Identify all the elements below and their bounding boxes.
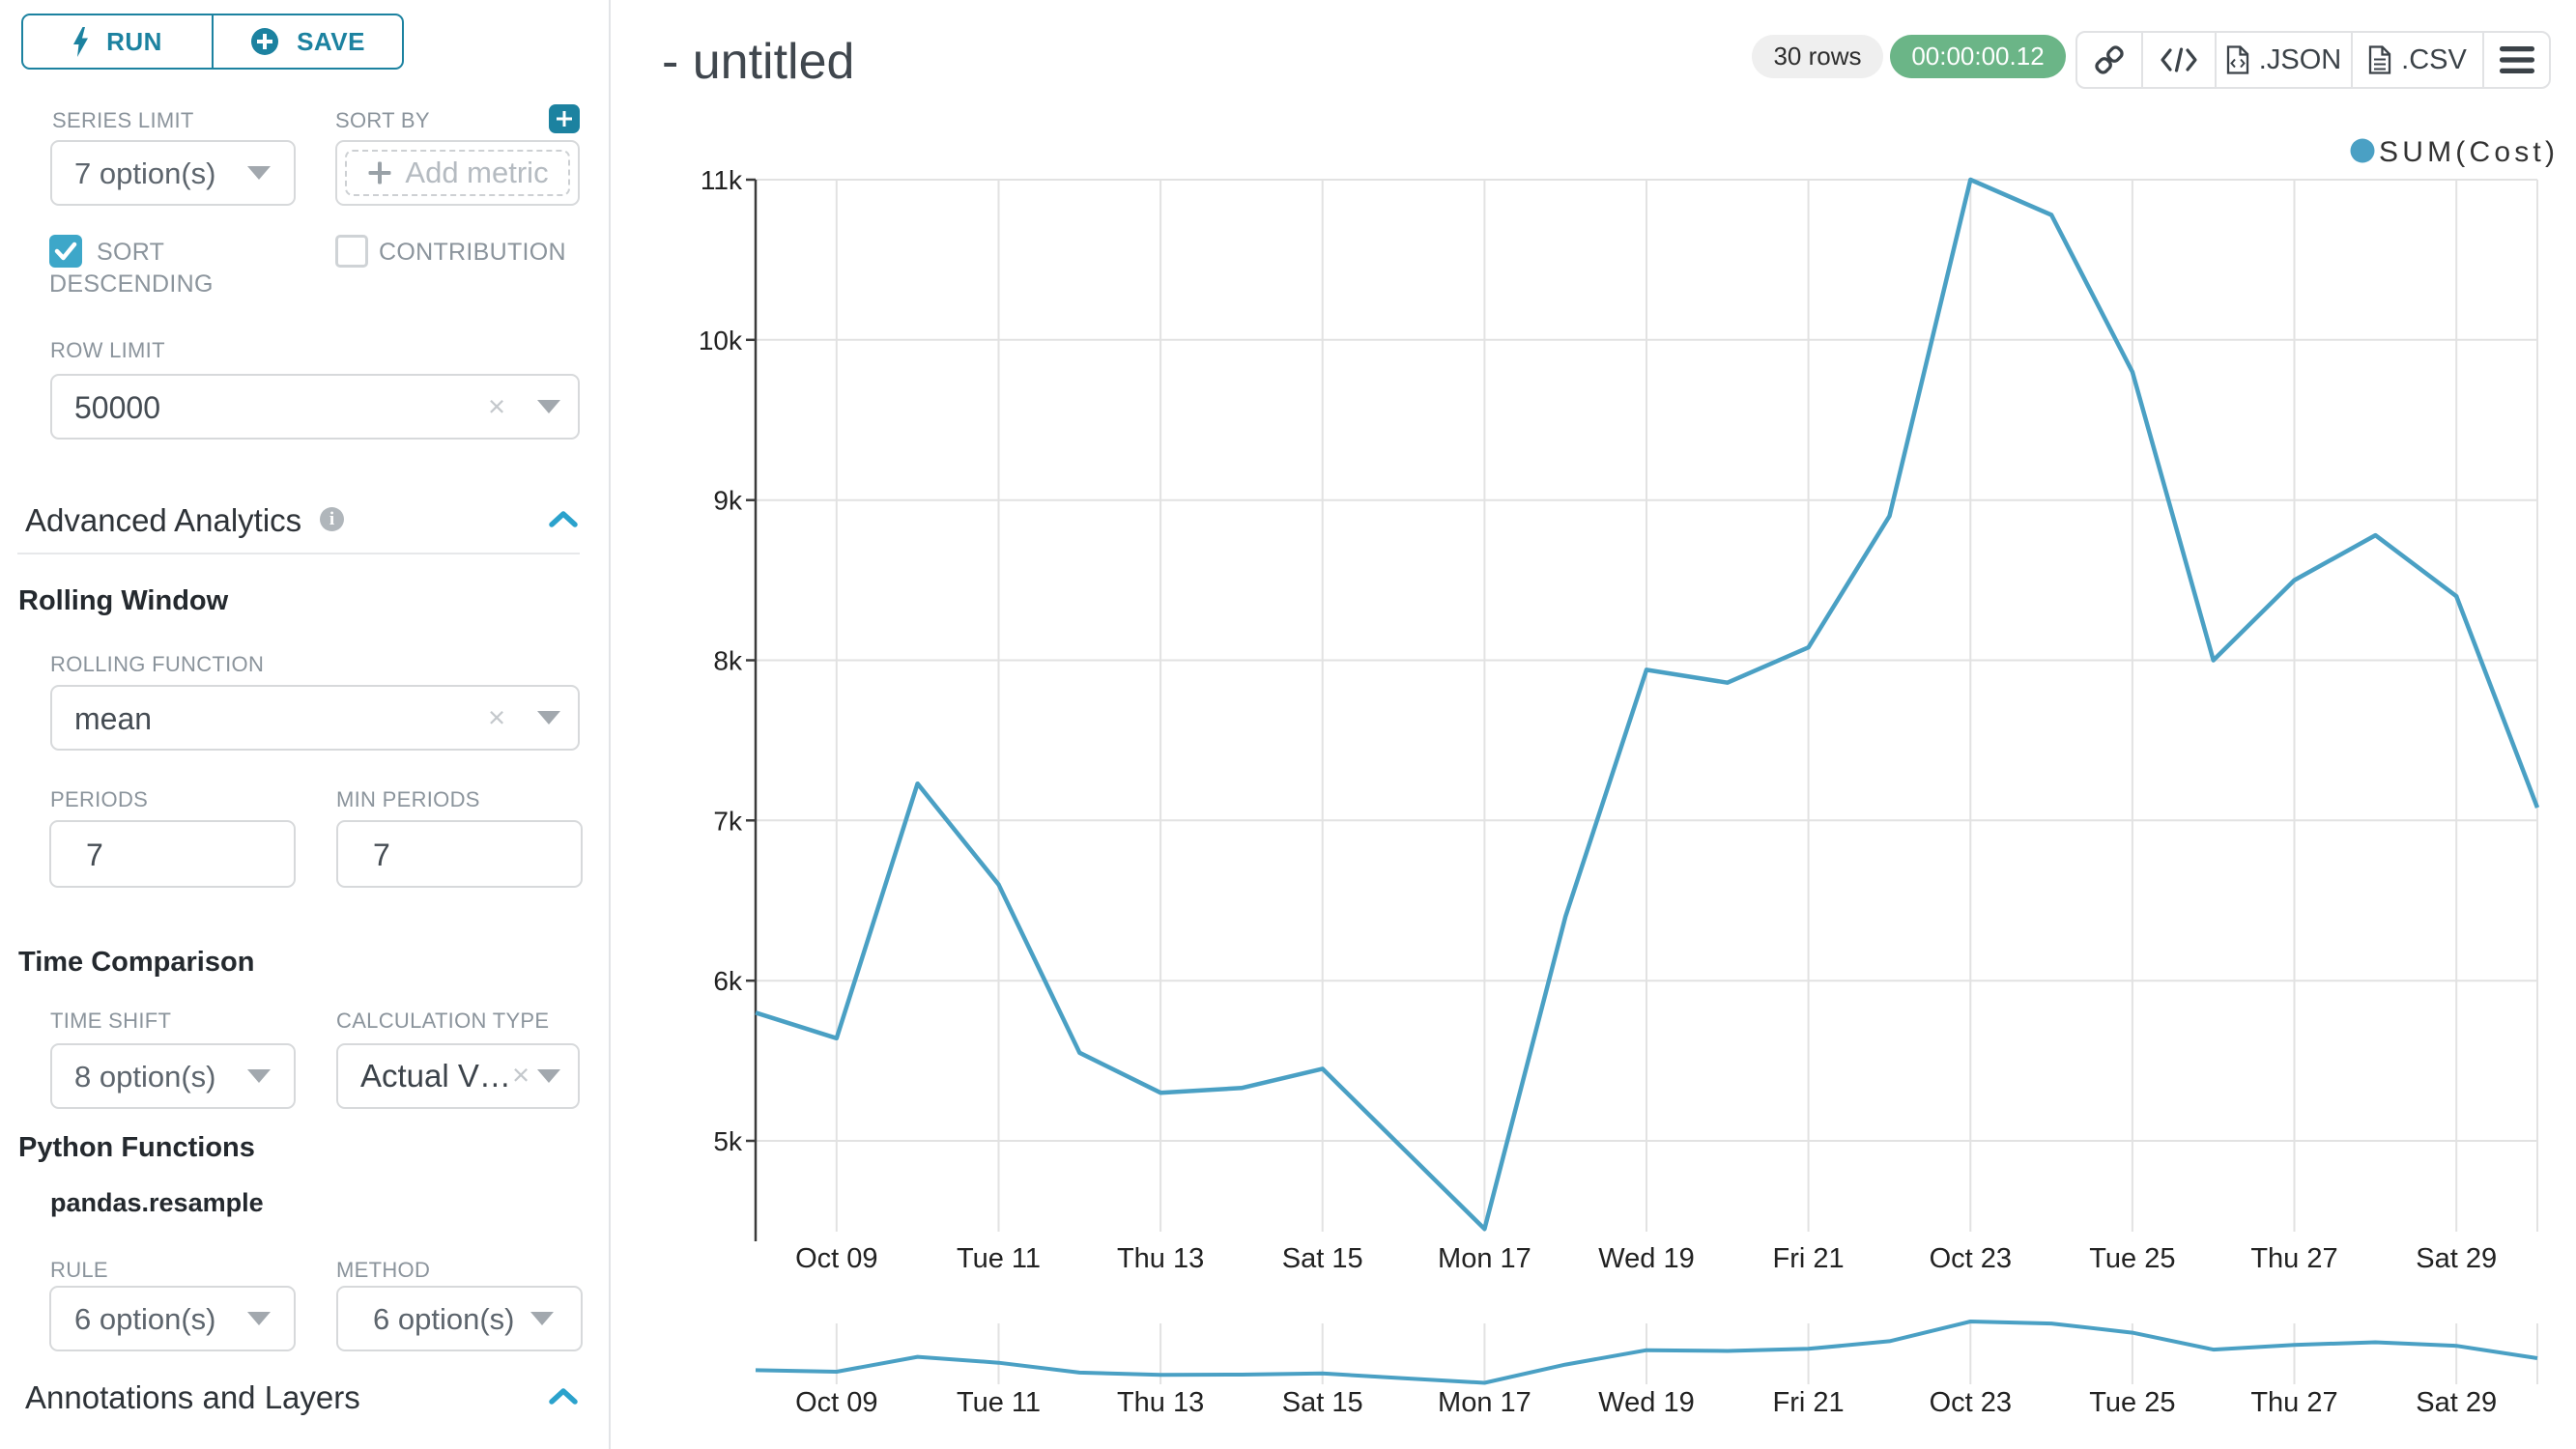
svg-text:Thu 13: Thu 13: [1117, 1243, 1204, 1274]
svg-text:Wed 19: Wed 19: [1598, 1387, 1694, 1418]
svg-text:Mon 17: Mon 17: [1438, 1243, 1531, 1274]
svg-text:Tue 25: Tue 25: [2089, 1387, 2175, 1418]
svg-text:Mon 17: Mon 17: [1438, 1387, 1531, 1418]
svg-text:Sat 29: Sat 29: [2416, 1387, 2497, 1418]
svg-text:Tue 11: Tue 11: [957, 1243, 1041, 1274]
svg-text:Sat 15: Sat 15: [1282, 1243, 1363, 1274]
svg-text:Tue 11: Tue 11: [957, 1387, 1041, 1418]
svg-text:Oct 09: Oct 09: [795, 1243, 877, 1274]
svg-text:7k: 7k: [713, 806, 743, 836]
svg-text:Fri 21: Fri 21: [1773, 1387, 1845, 1418]
svg-text:Thu 13: Thu 13: [1117, 1387, 1204, 1418]
svg-text:10k: 10k: [699, 326, 743, 355]
svg-text:Oct 23: Oct 23: [1930, 1387, 2012, 1418]
svg-text:Sat 29: Sat 29: [2416, 1243, 2497, 1274]
svg-text:6k: 6k: [713, 966, 743, 996]
svg-text:5k: 5k: [713, 1126, 743, 1156]
svg-text:8k: 8k: [713, 646, 743, 676]
svg-text:11k: 11k: [701, 165, 743, 195]
svg-text:Sat 15: Sat 15: [1282, 1387, 1363, 1418]
svg-text:Thu 27: Thu 27: [2250, 1243, 2337, 1274]
svg-text:Fri 21: Fri 21: [1773, 1243, 1845, 1274]
svg-text:Oct 09: Oct 09: [795, 1387, 877, 1418]
svg-text:Wed 19: Wed 19: [1598, 1243, 1694, 1274]
svg-text:Tue 25: Tue 25: [2089, 1243, 2175, 1274]
svg-text:Oct 23: Oct 23: [1930, 1243, 2012, 1274]
svg-text:SUM(Cost): SUM(Cost): [2379, 136, 2559, 168]
svg-text:Thu 27: Thu 27: [2250, 1387, 2337, 1418]
svg-text:9k: 9k: [713, 486, 743, 516]
